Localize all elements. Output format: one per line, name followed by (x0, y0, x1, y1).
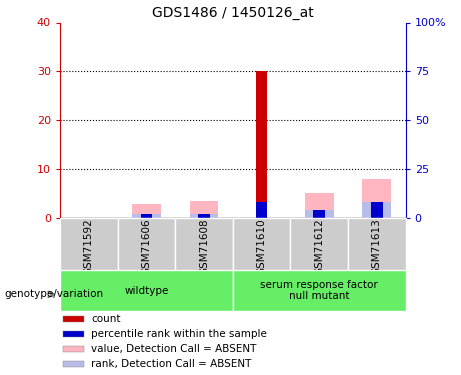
Bar (64, 331, 84, 337)
Bar (118, 217, 175, 270)
Bar (198, 214, 210, 217)
Text: GSM71608: GSM71608 (199, 219, 209, 275)
Bar (233, 217, 290, 270)
Bar (64, 346, 84, 352)
Bar (362, 202, 391, 217)
Text: GSM71613: GSM71613 (372, 219, 382, 275)
Bar (64, 316, 84, 322)
Bar (60, 270, 233, 311)
Bar (132, 214, 161, 217)
Text: serum response factor
null mutant: serum response factor null mutant (260, 280, 378, 302)
Text: GSM71606: GSM71606 (142, 219, 151, 275)
Text: value, Detection Call = ABSENT: value, Detection Call = ABSENT (91, 344, 256, 354)
Bar (132, 204, 161, 218)
Bar (64, 361, 84, 367)
Bar (233, 270, 406, 311)
Title: GDS1486 / 1450126_at: GDS1486 / 1450126_at (152, 6, 313, 20)
Bar (189, 201, 219, 217)
Text: wildtype: wildtype (124, 286, 169, 296)
Text: count: count (91, 314, 120, 324)
Bar (256, 202, 267, 217)
Bar (60, 217, 118, 270)
Text: GSM71612: GSM71612 (314, 219, 324, 275)
Text: GSM71592: GSM71592 (84, 219, 94, 275)
Bar (189, 214, 219, 217)
Bar (290, 217, 348, 270)
Bar (362, 178, 391, 218)
Text: rank, Detection Call = ABSENT: rank, Detection Call = ABSENT (91, 359, 251, 369)
Bar (141, 214, 152, 217)
Bar (256, 71, 267, 217)
Text: genotype/variation: genotype/variation (5, 290, 104, 299)
Bar (305, 193, 334, 217)
Bar (305, 210, 334, 218)
Bar (371, 202, 383, 217)
Text: GSM71610: GSM71610 (257, 219, 266, 275)
Bar (348, 217, 406, 270)
Bar (313, 210, 325, 218)
Bar (175, 217, 233, 270)
Text: percentile rank within the sample: percentile rank within the sample (91, 329, 267, 339)
